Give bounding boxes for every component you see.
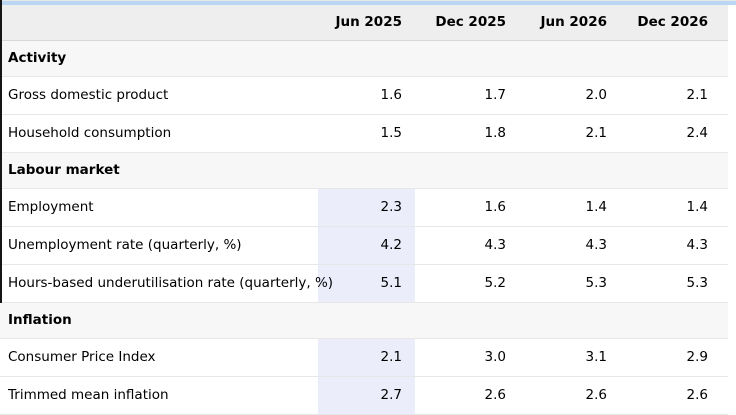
header-corner-cell — [0, 5, 318, 41]
column-header: Jun 2025 — [318, 5, 415, 41]
top-hairline — [0, 0, 736, 1]
top-accent-strip — [0, 1, 736, 5]
left-border — [0, 0, 2, 303]
table-row: Hours-based underutilisation rate (quart… — [0, 264, 728, 303]
cell-value: 5.1 — [318, 264, 415, 303]
row-label: Trimmed mean inflation — [0, 376, 318, 415]
section-label: Labour market — [0, 152, 728, 189]
row-label: Household consumption — [0, 114, 318, 153]
table-header: Jun 2025 Dec 2025 Jun 2026 Dec 2026 — [0, 5, 728, 41]
cell-value: 5.3 — [620, 264, 728, 303]
row-label: Consumer Price Index — [0, 338, 318, 377]
cell-value: 2.4 — [620, 114, 728, 153]
table-row: Gross domestic product 1.6 1.7 2.0 2.1 — [0, 76, 728, 115]
table-row: Unemployment rate (quarterly, %) 4.2 4.3 4.… — [0, 226, 728, 265]
cell-value: 2.6 — [415, 376, 519, 415]
cell-value: 2.3 — [318, 188, 415, 227]
section-row: Activity — [0, 40, 728, 77]
forecast-table: Jun 2025 Dec 2025 Jun 2026 Dec 2026 Activit… — [0, 5, 728, 415]
cell-value: 2.1 — [318, 338, 415, 377]
cell-value: 2.1 — [620, 76, 728, 115]
cell-value: 1.6 — [318, 76, 415, 115]
cell-value: 2.0 — [519, 76, 620, 115]
cell-value: 2.6 — [519, 376, 620, 415]
table-body: Activity Gross domestic product 1.6 1.7 2.0 2… — [0, 40, 728, 415]
cell-value: 2.7 — [318, 376, 415, 415]
cell-value: 5.3 — [519, 264, 620, 303]
column-header: Jun 2026 — [519, 5, 620, 41]
column-header: Dec 2025 — [415, 5, 519, 41]
cell-value: 3.0 — [415, 338, 519, 377]
column-header: Dec 2026 — [620, 5, 728, 41]
row-label: Unemployment rate (quarterly, %) — [0, 226, 318, 265]
section-row: Labour market — [0, 152, 728, 189]
cell-value: 1.7 — [415, 76, 519, 115]
table-row: Household consumption 1.5 1.8 2.1 2.4 — [0, 114, 728, 153]
cell-value: 3.1 — [519, 338, 620, 377]
row-label: Employment — [0, 188, 318, 227]
cell-value: 4.3 — [519, 226, 620, 265]
section-row: Inflation — [0, 302, 728, 339]
section-label: Inflation — [0, 302, 728, 339]
row-label: Gross domestic product — [0, 76, 318, 115]
cell-value: 4.3 — [415, 226, 519, 265]
cell-value: 2.1 — [519, 114, 620, 153]
cell-value: 1.6 — [415, 188, 519, 227]
table-row: Employment 2.3 1.6 1.4 1.4 — [0, 188, 728, 227]
table-row: Consumer Price Index 2.1 3.0 3.1 2.9 — [0, 338, 728, 377]
cell-value: 1.5 — [318, 114, 415, 153]
table-row: Trimmed mean inflation 2.7 2.6 2.6 2.6 — [0, 376, 728, 415]
cell-value: 2.6 — [620, 376, 728, 415]
cell-value: 4.3 — [620, 226, 728, 265]
section-label: Activity — [0, 40, 728, 77]
cell-value: 1.4 — [519, 188, 620, 227]
row-label: Hours-based underutilisation rate (quart… — [0, 264, 333, 303]
header-row: Jun 2025 Dec 2025 Jun 2026 Dec 2026 — [0, 5, 728, 41]
cell-value: 2.9 — [620, 338, 728, 377]
cell-value: 5.2 — [415, 264, 519, 303]
cell-value: 1.8 — [415, 114, 519, 153]
cell-value: 1.4 — [620, 188, 728, 227]
cell-value: 4.2 — [318, 226, 415, 265]
